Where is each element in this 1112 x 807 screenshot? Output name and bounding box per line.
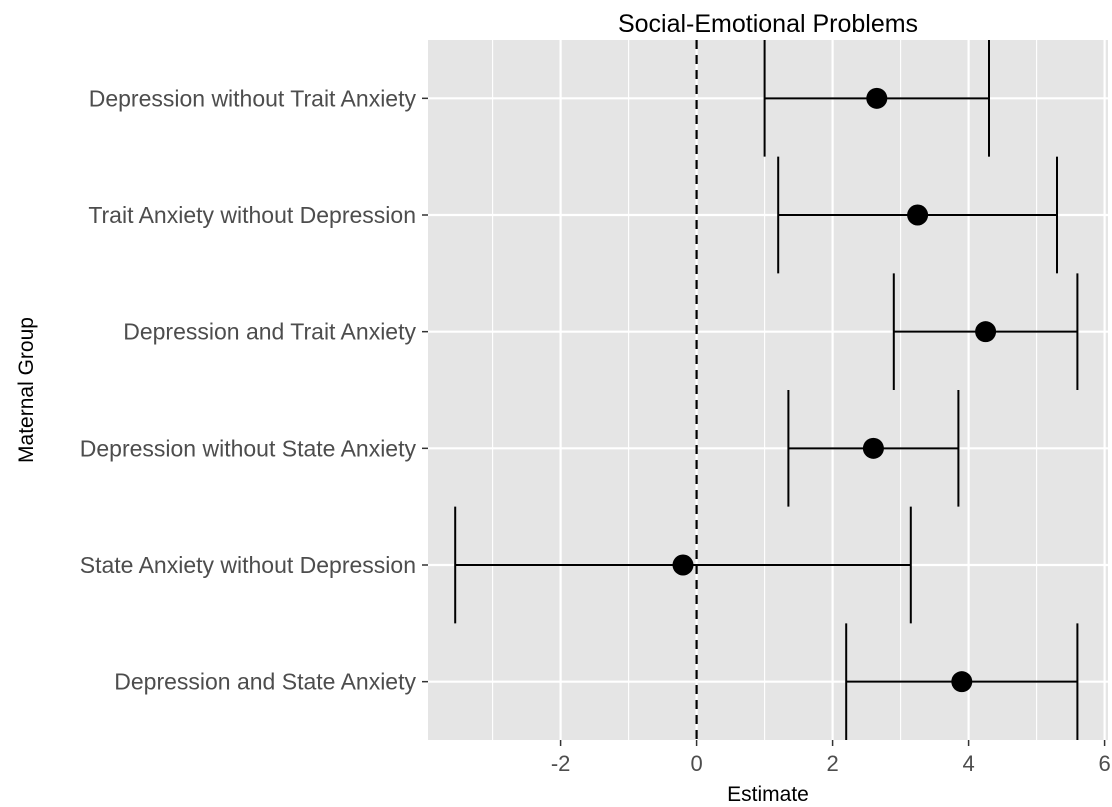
category-label: Trait Anxiety without Depression (88, 202, 416, 228)
category-label: Depression without Trait Anxiety (89, 85, 417, 111)
y-axis-title: Maternal Group (15, 317, 38, 463)
x-axis-title: Estimate (727, 783, 809, 806)
chart-title: Social-Emotional Problems (618, 10, 918, 38)
plot-panel (428, 40, 1108, 740)
estimate-point (866, 87, 888, 109)
estimate-point (862, 437, 884, 459)
category-label: State Anxiety without Depression (80, 552, 416, 578)
x-tick-label: 0 (690, 751, 702, 776)
x-tick-label: 6 (1098, 751, 1110, 776)
category-label: Depression without State Anxiety (80, 435, 417, 461)
estimate-point (907, 204, 929, 226)
estimate-point (672, 554, 694, 576)
category-labels: Depression without Trait Anxiety Trait An… (80, 85, 428, 695)
x-tick-labels: -2 0 2 4 6 (551, 740, 1111, 776)
x-tick-label: 4 (962, 751, 974, 776)
estimate-point (951, 671, 973, 693)
error-bars (454, 40, 1079, 740)
x-tick-label: 2 (826, 751, 838, 776)
category-label: Depression and Trait Anxiety (123, 319, 416, 345)
category-label: Depression and State Anxiety (114, 669, 416, 695)
x-tick-label: -2 (551, 751, 571, 776)
estimate-point (975, 321, 997, 343)
